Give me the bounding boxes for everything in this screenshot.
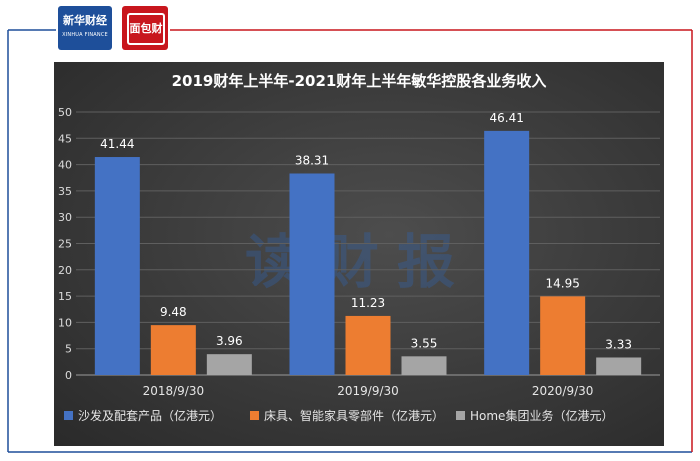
mianbao-finance-logo: 面包财经 [122,6,168,63]
bars: 41.44 9.48 3.96 38.31 11.23 3.55 46.41 14.95 3.3… [94,111,642,375]
category-label: 2019/9/30 [337,384,399,398]
legend-label: 床具、智能家具零部件（亿港元） [264,408,444,423]
legend-swatch [64,411,73,420]
data-label: 46.41 [489,111,523,125]
data-label: 3.55 [411,336,438,350]
y-tick-label: 10 [58,316,72,329]
category-label: 2020/9/30 [532,384,594,398]
xinhua-logo-subtext: XINHUA FINANCE [62,32,108,38]
legend-swatch [250,411,259,420]
data-label: 41.44 [100,137,134,151]
legend-item: 沙发及配套产品（亿港元） [64,408,222,423]
chart-area: 读财报 2019财年上半年-2021财年上半年敏华控股各业务收入 0 5 10 15 2… [54,62,664,446]
legend-label: Home集团业务（亿港元） [470,408,613,423]
y-axis: 0 5 10 15 20 25 30 35 40 45 50 [58,106,72,382]
legend-swatch [456,411,465,420]
data-label: 3.96 [216,334,243,348]
y-tick-label: 5 [65,343,72,356]
bar [150,325,196,375]
y-tick-label: 25 [58,238,72,251]
chart-title: 2019财年上半年-2021财年上半年敏华控股各业务收入 [172,72,547,90]
legend-item: Home集团业务（亿港元） [456,408,613,423]
x-axis: 2018/9/30 2019/9/30 2020/9/30 [143,384,594,398]
data-label: 9.48 [160,305,187,319]
y-tick-label: 30 [58,211,72,224]
data-label: 3.33 [605,337,632,351]
revenue-bar-chart: 读财报 2019财年上半年-2021财年上半年敏华控股各业务收入 0 5 10 15 2… [58,72,660,423]
y-tick-label: 40 [58,159,72,172]
mianbao-logo-text: 面包财经 [127,13,165,63]
y-tick-label: 20 [58,264,72,277]
legend-item: 床具、智能家具零部件（亿港元） [250,408,444,423]
bar [596,357,642,375]
y-tick-label: 50 [58,106,72,119]
category-label: 2018/9/30 [143,384,205,398]
y-tick-label: 15 [58,290,72,303]
y-tick-label: 35 [58,185,72,198]
y-tick-label: 0 [65,369,72,382]
legend-label: 沙发及配套产品（亿港元） [78,408,222,423]
xinhua-finance-logo: 新华财经 XINHUA FINANCE [58,6,112,50]
bar [206,354,252,375]
bar [345,315,391,375]
watermark-text: 读财报 [245,228,473,296]
bar [401,356,447,375]
bar [484,130,530,375]
data-label: 38.31 [295,153,329,167]
y-tick-label: 45 [58,132,72,145]
bar [540,296,586,375]
data-label: 14.95 [545,276,579,290]
bar [289,173,335,375]
legend: 沙发及配套产品（亿港元） 床具、智能家具零部件（亿港元） Home集团业务（亿港元） [64,408,613,423]
xinhua-logo-text: 新华财经 [63,14,107,27]
data-label: 11.23 [351,296,385,310]
bar [94,157,140,375]
